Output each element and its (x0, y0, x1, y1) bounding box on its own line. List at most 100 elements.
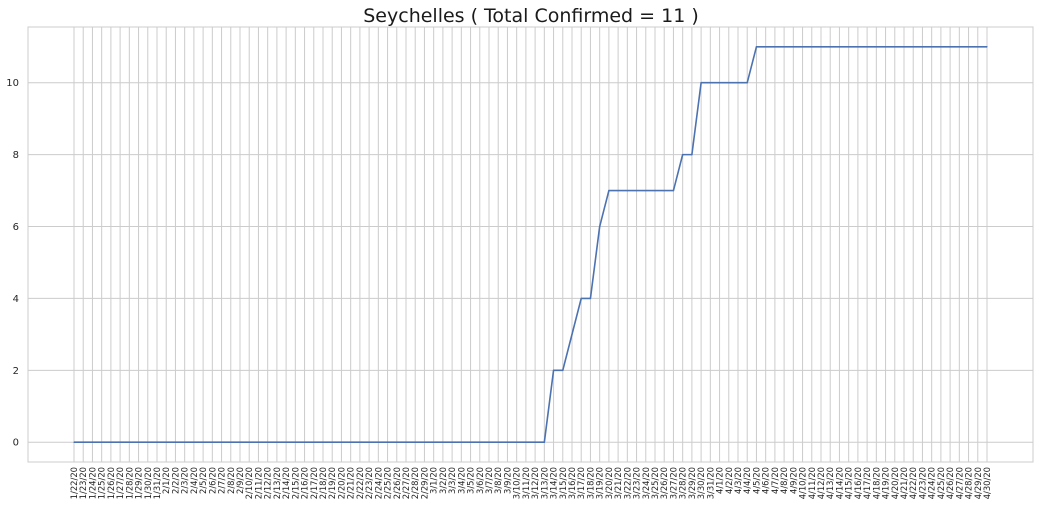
data-point (912, 46, 914, 48)
y-tick-label: 2 (13, 366, 19, 377)
x-tick-label: 3/7/20 (484, 467, 494, 494)
chart-title: Seychelles ( Total Confirmed = 11 ) (363, 5, 699, 27)
x-tick-label: 3/26/20 (659, 467, 669, 499)
x-tick-label: 2/6/20 (207, 467, 217, 494)
x-tick-label: 2/16/20 (300, 467, 310, 499)
x-tick-label: 4/25/20 (936, 467, 946, 499)
x-tick-label: 3/9/20 (502, 467, 512, 494)
data-point (792, 46, 794, 48)
data-point (940, 46, 942, 48)
x-tick-label: 4/9/20 (788, 467, 798, 494)
data-point (377, 441, 379, 443)
data-point (460, 441, 462, 443)
data-point (682, 154, 684, 156)
x-tick-label: 3/2/20 (438, 467, 448, 494)
x-tick-label: 4/19/20 (881, 467, 891, 499)
data-point (433, 441, 435, 443)
series-layer (73, 45, 988, 444)
x-tick-label: 4/3/20 (733, 467, 743, 494)
data-point (645, 189, 647, 192)
x-tick-label: 2/15/20 (290, 467, 300, 499)
x-tick-label: 3/13/20 (539, 467, 549, 499)
data-point (986, 46, 988, 48)
data-point (691, 154, 693, 156)
x-tick-label: 2/12/20 (263, 467, 273, 499)
x-tick-label: 3/30/20 (696, 467, 706, 499)
data-point (506, 441, 509, 443)
data-point (137, 441, 140, 443)
x-tick-label: 2/18/20 (318, 467, 328, 499)
data-point (405, 441, 407, 443)
x-tick-label: 1/29/20 (134, 467, 144, 499)
x-tick-label: 1/28/20 (124, 467, 134, 499)
data-point (608, 189, 610, 192)
data-point (875, 46, 877, 48)
x-tick-label: 3/20/20 (604, 467, 614, 499)
x-tick-label: 3/4/20 (456, 467, 466, 494)
data-point (737, 82, 739, 84)
data-point (525, 441, 527, 443)
x-tick-label: 4/18/20 (871, 467, 881, 499)
data-point (488, 441, 490, 443)
data-point (755, 46, 758, 48)
data-point (774, 46, 776, 48)
data-point (728, 82, 730, 84)
gridlines (28, 27, 1033, 462)
data-point (552, 369, 555, 371)
y-tick-label: 6 (13, 222, 19, 233)
x-tick-label: 4/21/20 (899, 467, 909, 499)
data-point (267, 441, 269, 443)
data-point (276, 441, 278, 443)
data-point (442, 441, 444, 443)
x-tick-label: 1/26/20 (106, 467, 116, 499)
x-tick-label: 4/16/20 (853, 467, 863, 499)
x-tick-label: 3/11/20 (521, 467, 531, 499)
data-point (239, 441, 241, 443)
data-point (211, 441, 213, 443)
data-point (783, 46, 785, 48)
data-point (479, 441, 481, 443)
data-point (580, 297, 582, 300)
data-point (709, 82, 711, 84)
data-point (340, 441, 343, 443)
data-point (949, 46, 951, 48)
x-tick-label: 4/23/20 (917, 467, 927, 499)
x-axis-ticks: 1/22/20 1/23/20 1/24/20 1/25/20 1/26/20 1/27/… (69, 467, 992, 499)
x-tick-label: 2/10/20 (244, 467, 254, 499)
x-tick-label: 3/15/20 (558, 467, 568, 499)
x-tick-label: 3/19/20 (595, 467, 605, 499)
x-tick-label: 2/2/20 (170, 467, 180, 494)
data-point (313, 441, 315, 443)
x-tick-label: 3/31/20 (705, 467, 715, 499)
x-tick-label: 3/10/20 (512, 467, 522, 499)
x-tick-label: 4/15/20 (844, 467, 854, 499)
data-point (829, 46, 831, 48)
data-point (931, 46, 933, 48)
x-tick-label: 4/10/20 (798, 467, 808, 499)
data-point (230, 441, 232, 443)
x-tick-label: 2/23/20 (364, 467, 374, 499)
data-point (359, 441, 361, 443)
x-tick-label: 3/6/20 (475, 467, 485, 494)
data-point (294, 441, 296, 443)
data-point (884, 46, 887, 48)
x-tick-label: 3/8/20 (493, 467, 503, 494)
x-tick-label: 4/22/20 (908, 467, 918, 499)
x-tick-label: 4/13/20 (825, 467, 835, 499)
x-tick-label: 2/3/20 (180, 467, 190, 494)
data-point (202, 441, 204, 443)
data-point (257, 441, 260, 443)
data-point (193, 441, 195, 443)
data-point (718, 82, 721, 84)
data-point (635, 189, 638, 192)
plot-frame (27, 26, 1034, 463)
y-tick-label: 8 (13, 150, 19, 161)
data-point (469, 441, 472, 443)
data-point (599, 225, 601, 228)
data-point (848, 46, 850, 48)
x-tick-label: 3/25/20 (650, 467, 660, 499)
data-point (811, 46, 813, 48)
x-tick-label: 4/29/20 (973, 467, 983, 499)
data-point (101, 441, 103, 443)
data-point (285, 441, 287, 443)
